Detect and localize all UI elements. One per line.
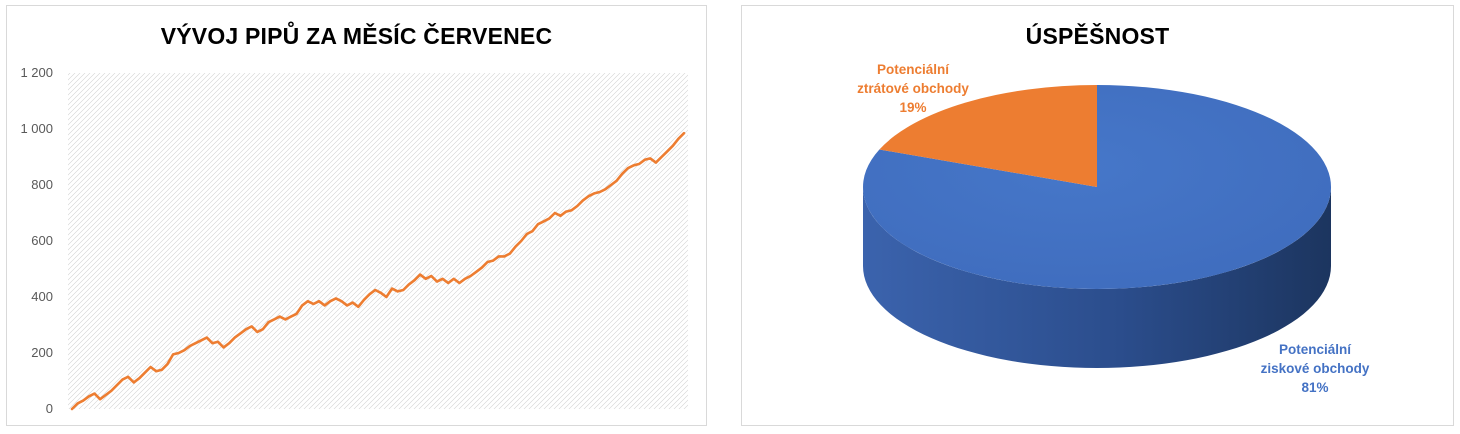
- plot-area: [68, 73, 688, 409]
- pie-side-wall: [863, 187, 1331, 368]
- pie-chart-panel: ÚSPĚŠNOST Potenciální ztrátové obchody 19%…: [741, 5, 1454, 426]
- svg-text:81%: 81%: [1301, 380, 1328, 395]
- line-chart-svg: 0 200 400 600 800 1 000 1 200: [20, 65, 688, 416]
- svg-text:19%: 19%: [899, 100, 926, 115]
- y-tick-label: 200: [31, 345, 53, 360]
- line-chart-panel: VÝVOJ PIPŮ ZA MĚSÍC ČERVENEC 0 200 400 600 8…: [6, 5, 707, 426]
- series-line: [70, 131, 686, 411]
- y-tick-label: 1 000: [20, 121, 53, 136]
- y-tick-label: 400: [31, 289, 53, 304]
- svg-text:ziskové obchody: ziskové obchody: [1261, 361, 1370, 376]
- pie-slice-ziskove: [863, 85, 1332, 290]
- y-tick-label: 800: [31, 177, 53, 192]
- svg-text:ztrátové obchody: ztrátové obchody: [857, 81, 969, 96]
- pie-chart-title: ÚSPĚŠNOST: [1025, 23, 1170, 49]
- svg-text:Potenciální: Potenciální: [877, 62, 950, 77]
- line-chart-title: VÝVOJ PIPŮ ZA MĚSÍC ČERVENEC: [160, 23, 553, 49]
- svg-text:Potenciální: Potenciální: [1279, 342, 1352, 357]
- y-tick-label: 1 200: [20, 65, 53, 80]
- label-ziskove-obchody: Potenciální ziskové obchody 81%: [1261, 342, 1370, 395]
- label-ztratove-obchody: Potenciální ztrátové obchody 19%: [857, 62, 969, 115]
- pie-slice-ztratove: [879, 85, 1097, 187]
- y-tick-label: 0: [46, 401, 53, 416]
- y-tick-label: 600: [31, 233, 53, 248]
